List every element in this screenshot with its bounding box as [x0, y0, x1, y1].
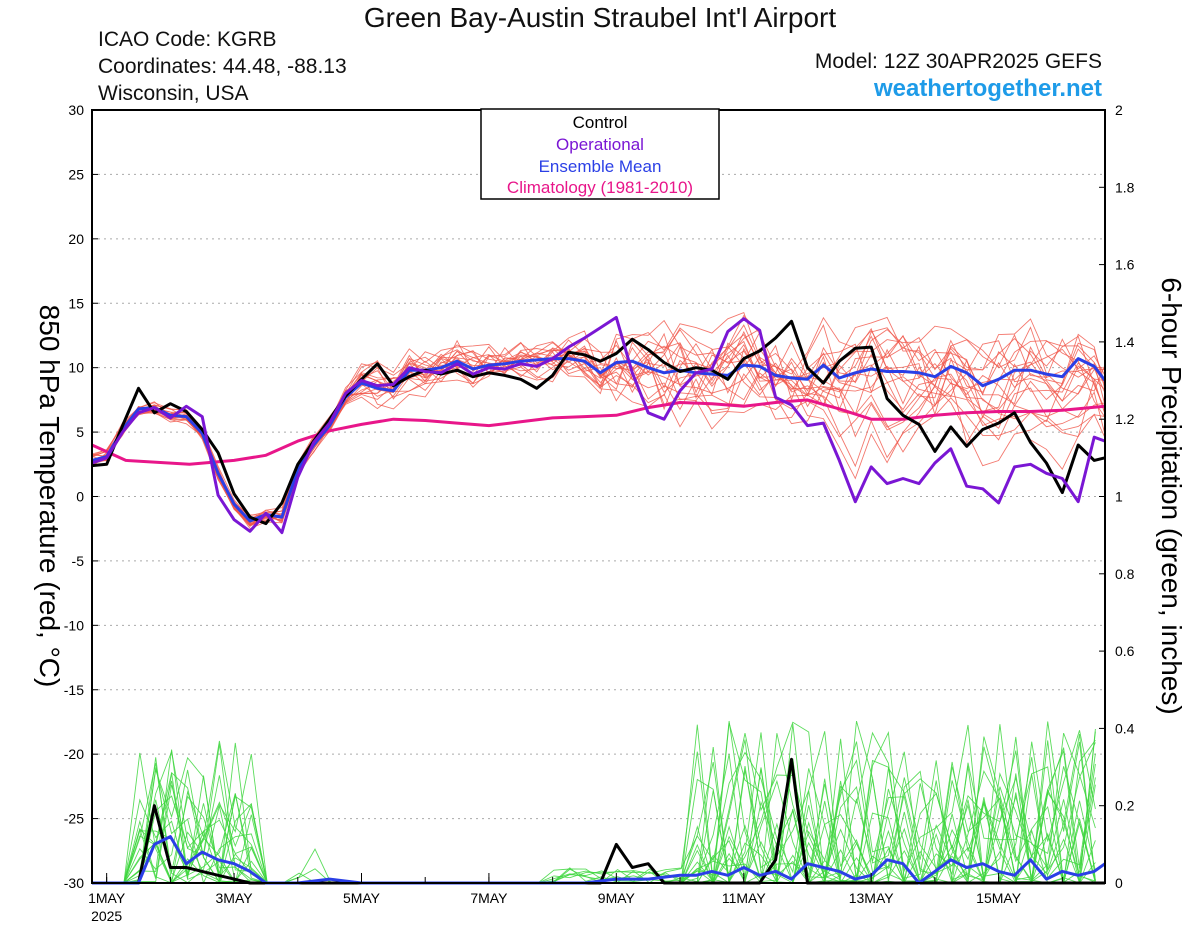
right-tick-label: 1.2	[1115, 411, 1135, 427]
model-run: Model: 12Z 30APR2025 GEFS	[814, 50, 1102, 73]
left-tick-label: -25	[64, 811, 84, 827]
x-axis: 1MAY 3MAY 5MAY 7MAY 9MAY 11MAY 13MAY 15MAY 2025	[88, 873, 1063, 924]
right-tick-label: 1.6	[1115, 257, 1135, 273]
x-tick-label: 11MAY	[722, 890, 766, 906]
left-tick-label: 20	[68, 231, 84, 247]
left-tick-label: 0	[76, 489, 84, 505]
chart-title: Green Bay-Austin Straubel Int'l Airport	[363, 2, 837, 33]
left-tick-label: -15	[64, 682, 84, 698]
right-tick-label: 0	[1115, 875, 1123, 891]
x-tick-label: 15MAY	[976, 890, 1022, 906]
coordinates: Coordinates: 44.48, -88.13	[98, 55, 347, 78]
legend: Control Operational Ensemble Mean Climat…	[480, 108, 720, 200]
grid	[92, 173, 1105, 820]
x-tick-label: 1MAY	[88, 890, 126, 906]
right-tick-label: 1.4	[1115, 334, 1135, 350]
site-link[interactable]: weathertogether.net	[873, 75, 1102, 102]
left-tick-label: -20	[64, 746, 84, 762]
legend-operational: Operational	[556, 135, 644, 154]
left-tick-label: 25	[68, 166, 84, 182]
left-tick-label: 10	[68, 360, 84, 376]
operational-line	[91, 315, 1106, 535]
temp-member-line	[91, 314, 1106, 521]
legend-ensemble-mean: Ensemble Mean	[539, 157, 662, 176]
right-tick-label: 1	[1115, 489, 1123, 505]
legend-climatology: Climatology (1981-2010)	[507, 178, 693, 197]
left-tick-label: 5	[76, 424, 84, 440]
x-tick-label: 3MAY	[216, 890, 254, 906]
x-year-label: 2025	[91, 908, 122, 924]
x-tick-label: 5MAY	[343, 890, 381, 906]
x-tick-label: 13MAY	[849, 890, 895, 906]
x-tick-label: 9MAY	[598, 890, 636, 906]
left-tick-label: -10	[64, 617, 84, 633]
right-axis: 2 1.8 1.6 1.4 1.2 1 0.8 0.6 0.4 0.2 0	[1099, 102, 1135, 891]
climatology-line	[91, 398, 1106, 466]
temp-member-line	[91, 329, 1106, 524]
temp-member-line	[91, 318, 1106, 527]
left-axis: 30 25 20 15 10 5 0 -5 -10 -15 -20 -25 -30	[64, 102, 98, 891]
left-tick-label: 30	[68, 102, 84, 118]
legend-control: Control	[573, 113, 628, 132]
icao-code: ICAO Code: KGRB	[98, 28, 277, 51]
temp-member-line	[91, 324, 1106, 527]
left-tick-label: -5	[72, 553, 85, 569]
region: Wisconsin, USA	[98, 82, 249, 105]
x-tick-label: 7MAY	[470, 890, 508, 906]
ensemble-mean-precip-line	[92, 835, 1106, 885]
right-tick-label: 0.2	[1115, 798, 1135, 814]
right-tick-label: 2	[1115, 102, 1123, 118]
ensemble-mean-line	[91, 357, 1107, 523]
right-axis-label: 6-hour Precipitation (green, inches)	[1156, 277, 1187, 714]
right-tick-label: 0.6	[1115, 643, 1135, 659]
member-traces	[91, 312, 1106, 885]
left-tick-label: 15	[68, 295, 84, 311]
temp-member-line	[91, 342, 1106, 517]
right-tick-label: 0.4	[1115, 720, 1135, 736]
left-axis-label: 850 hPa Temperature (red, °C)	[34, 305, 65, 688]
right-tick-label: 1.8	[1115, 179, 1135, 195]
precip-member-line	[92, 731, 1096, 885]
left-tick-label: -30	[64, 875, 84, 891]
right-tick-label: 0.8	[1115, 566, 1135, 582]
series-lines	[91, 315, 1107, 885]
legend-box	[480, 108, 720, 200]
precip-member-line	[92, 722, 1096, 884]
temp-member-line	[91, 324, 1106, 525]
